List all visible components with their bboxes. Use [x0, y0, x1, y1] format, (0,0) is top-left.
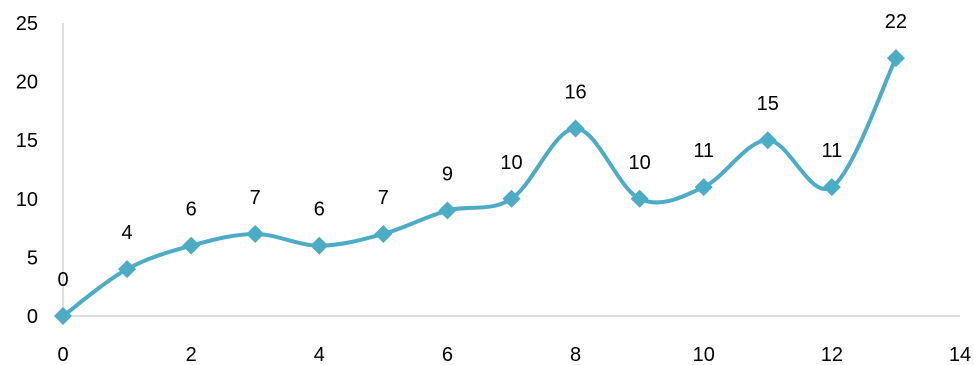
y-tick-label: 10: [16, 189, 38, 211]
data-label: 6: [186, 199, 197, 221]
data-point-marker: [54, 307, 72, 325]
data-label: 11: [693, 140, 714, 162]
x-tick-label: 10: [693, 344, 715, 365]
x-tick-label: 4: [314, 344, 325, 365]
y-tick-label: 15: [16, 130, 38, 152]
x-tick-label: 14: [949, 344, 971, 365]
data-point-markers: [54, 49, 905, 325]
data-label: 11: [821, 140, 842, 162]
data-label: 22: [885, 11, 907, 33]
data-point-marker: [694, 178, 713, 197]
data-point-marker: [758, 131, 777, 150]
x-tick-label: 12: [821, 344, 843, 365]
data-label: 4: [122, 222, 133, 244]
x-tick-labels: 0 2 4 6 8 10 12 14: [57, 344, 971, 365]
data-point-marker: [374, 224, 393, 243]
data-label: 9: [442, 164, 453, 186]
data-point-marker: [438, 201, 457, 220]
data-label: 6: [314, 199, 325, 221]
x-tick-label: 6: [442, 344, 453, 365]
y-tick-label: 25: [16, 13, 38, 35]
x-tick-label: 0: [57, 344, 68, 365]
data-point-marker: [182, 236, 201, 255]
data-label: 15: [757, 93, 779, 115]
data-point-marker: [630, 189, 649, 208]
data-point-marker: [310, 236, 329, 255]
y-tick-label: 5: [27, 247, 38, 269]
data-label: 10: [629, 152, 651, 174]
data-point-marker: [566, 119, 585, 138]
data-point-marker: [822, 178, 841, 197]
data-label: 7: [378, 187, 389, 209]
data-label: 10: [500, 152, 522, 174]
y-tick-label: 20: [16, 72, 38, 94]
data-label: 0: [57, 269, 68, 291]
data-point-marker: [246, 224, 265, 243]
y-tick-label: 0: [27, 306, 38, 328]
x-tick-label: 8: [570, 344, 581, 365]
data-label: 7: [250, 187, 261, 209]
x-tick-label: 2: [186, 344, 197, 365]
data-point-marker: [502, 189, 521, 208]
data-label: 16: [564, 81, 586, 103]
data-point-marker: [886, 49, 905, 68]
data-point-marker: [118, 260, 137, 279]
y-tick-labels: 0 5 10 15 20 25: [16, 13, 38, 328]
data-labels: 0 4 6 7 6 7 9 10 16 10 11 15 11 22: [57, 11, 907, 291]
